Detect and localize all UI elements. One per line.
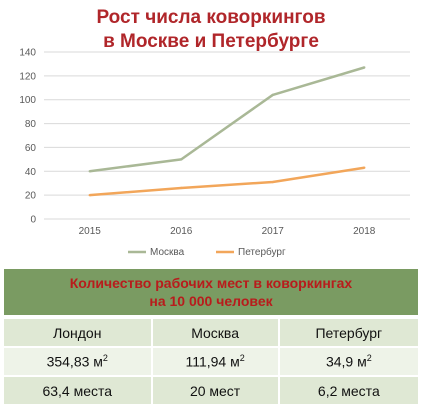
cell-places-london: 63,4 места <box>4 377 153 404</box>
area-unit-sup: 2 <box>102 353 108 364</box>
y-tick-label: 20 <box>25 191 37 202</box>
y-tick-label: 0 <box>30 215 36 226</box>
cell-places-moscow: 20 мест <box>152 377 280 404</box>
y-tick-label: 80 <box>25 119 37 130</box>
data-point <box>271 93 274 97</box>
area-unit-sup: 2 <box>239 353 245 364</box>
y-tick-label: 60 <box>25 143 37 154</box>
area-value-london: 354,83 м <box>46 353 103 370</box>
y-tick-label: 100 <box>19 95 36 106</box>
title-line-1: Рост числа коворкингов <box>96 7 326 28</box>
data-point <box>180 186 183 190</box>
title-line-2: в Москве и Петербурге <box>103 31 319 52</box>
banner-line-1: Количество рабочих мест в коворкингах <box>69 275 353 291</box>
table-row-places: 63,4 места 20 мест 6,2 места <box>4 377 418 404</box>
banner-line-2: на 10 000 человек <box>149 293 273 309</box>
series-line-1 <box>89 166 365 197</box>
line-chart: 0 20 40 60 80 100 120 140 2015 2016 2017 2018 Москва… <box>19 48 410 258</box>
data-point <box>363 66 366 69</box>
y-tick-label: 140 <box>19 48 36 59</box>
area-unit-sup: 2 <box>366 353 372 364</box>
data-point <box>271 180 274 184</box>
data-point <box>363 166 366 169</box>
legend-label: Петербург <box>238 246 286 258</box>
area-value-spb: 34,9 м <box>325 353 367 370</box>
y-tick-label: 40 <box>25 167 37 178</box>
page-title: Рост числа коворкингов в Москве и Петерб… <box>0 6 422 54</box>
y-tick-label: 120 <box>19 71 36 82</box>
cell-area-moscow: 111,94 м2 <box>152 348 280 375</box>
cell-area-london: 354,83 м2 <box>4 348 153 375</box>
area-value-moscow: 111,94 м <box>185 353 240 370</box>
data-point <box>180 158 183 161</box>
legend-label: Москва <box>150 247 185 258</box>
cell-area-spb: 34,9 м2 <box>279 348 418 375</box>
table-row-area: 354,83 м2 111,94 м2 34,9 м2 <box>4 348 418 375</box>
cell-places-spb: 6,2 места <box>279 377 418 404</box>
cell-city-london: Лондон <box>4 319 153 346</box>
x-tick-label: 2015 <box>79 226 102 237</box>
cell-city-spb: Петербург <box>279 319 418 346</box>
table-row-cities: Лондон Москва Петербург <box>4 319 418 346</box>
table-banner: Количество рабочих мест в коворкингах на… <box>4 269 418 315</box>
data-point <box>88 193 91 197</box>
x-tick-label: 2016 <box>170 226 193 237</box>
series-line-0 <box>89 66 365 173</box>
coworking-table: Лондон Москва Петербург 354,83 м2 111,94… <box>4 317 418 406</box>
data-point <box>88 170 91 173</box>
x-tick-label: 2018 <box>353 226 376 237</box>
cell-city-moscow: Москва <box>152 319 280 346</box>
x-tick-label: 2017 <box>262 226 285 237</box>
